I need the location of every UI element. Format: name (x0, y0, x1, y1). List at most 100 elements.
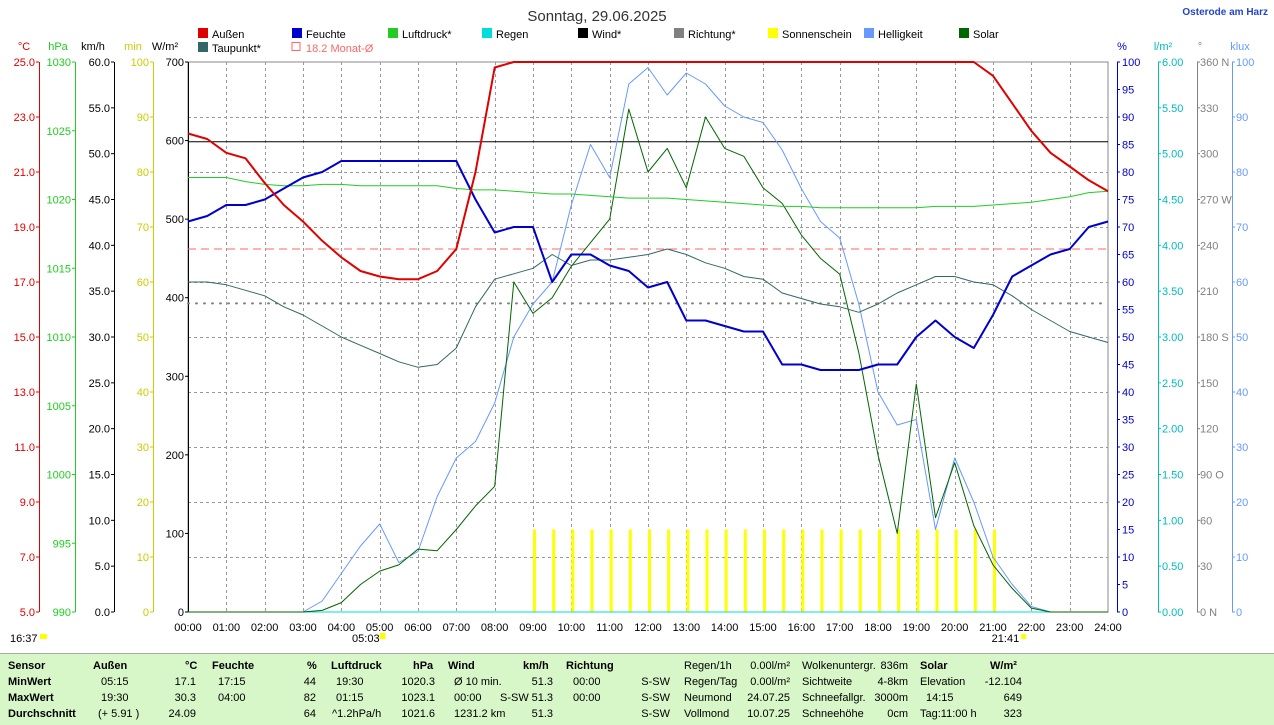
left-axis-tick-label: 30.0 (89, 332, 110, 344)
wolken-l4: Schneehöhe (802, 708, 864, 720)
left-axis-tick-label: 200 (166, 450, 184, 462)
sunshine-bar (782, 529, 786, 612)
right-axis-unit: ° (1198, 41, 1202, 53)
sunshine-bar (897, 529, 901, 612)
right-axis-tick-label: 65 (1122, 250, 1134, 262)
right-axis-tick-label: 90 O (1200, 470, 1224, 482)
right-axis-tick-label: 15 (1122, 525, 1134, 537)
moonrise-time: 16:37 (10, 633, 38, 645)
regen-v1: 0.00l/m² (750, 660, 790, 672)
right-axis-tick-label: 4.00 (1162, 240, 1183, 252)
x-tick-label: 18:00 (864, 622, 892, 634)
left-axis-tick-label: 50 (137, 332, 149, 344)
luftdruck-avg: 1021.6 (401, 708, 435, 720)
x-tick-label: 22:00 (1018, 622, 1046, 634)
right-axis-tick-label: 30 (1236, 442, 1248, 454)
sunshine-bar (820, 529, 824, 612)
aussen-avg: 24.09 (168, 708, 196, 720)
left-axis-tick-label: 1010 (47, 332, 71, 344)
right-axis-tick-label: 80 (1122, 167, 1134, 179)
legend-label: Helligkeit (878, 29, 923, 41)
legend-label: Feuchte (306, 29, 346, 41)
feuchte-unit: % (307, 660, 317, 672)
x-tick-label: 03:00 (289, 622, 317, 634)
chart-title: Sonntag, 29.06.2025 (527, 8, 666, 25)
left-axis-tick-label: 600 (166, 136, 184, 148)
row-label-sensor: Sensor (8, 660, 46, 672)
wind-unit: km/h (523, 660, 549, 672)
wind-header: Wind (448, 660, 475, 672)
left-axis-unit: min (124, 41, 142, 53)
left-axis-tick-label: 1005 (47, 401, 71, 413)
right-axis-tick-label: 20 (1122, 497, 1134, 509)
richtung-r2-time: 00:00 (573, 692, 601, 704)
right-axis-tick-label: 4.50 (1162, 195, 1183, 207)
sunshine-bar (571, 529, 575, 612)
sunshine-bar (533, 529, 536, 612)
solar-l3: 14:15 (926, 692, 954, 704)
x-tick-label: 05:00 (366, 622, 394, 634)
right-axis-tick-label: 30 (1122, 442, 1134, 454)
x-tick-label: 02:00 (251, 622, 279, 634)
left-axis-tick-label: 60 (137, 277, 149, 289)
x-tick-label: 12:00 (634, 622, 662, 634)
luftdruck-min-time: 19:30 (336, 676, 364, 688)
wolken-l2: Sichtweite (802, 676, 853, 688)
aussen-min: 17.1 (174, 676, 196, 688)
feuchte-min: 44 (303, 676, 316, 688)
right-axis-tick-label: 20 (1236, 497, 1248, 509)
sunshine-bar (801, 529, 805, 612)
wind-r2-dir: S-SW (500, 692, 529, 704)
wind-r3-label: 1231.2 km (454, 708, 506, 720)
right-axis-tick-label: 45 (1122, 360, 1134, 372)
left-axis-tick-label: 25.0 (14, 57, 35, 69)
luftdruck-avg-note: ^1.2hPa/h (332, 708, 382, 720)
left-axis-tick-label: 5.0 (20, 607, 35, 619)
right-axis-tick-label: 240 (1200, 240, 1218, 252)
x-tick-label: 04:00 (328, 622, 356, 634)
legend-swatch (959, 28, 969, 38)
wind-r1-label: Ø 10 min. (454, 676, 502, 688)
location-label: Osterode am Harz (1182, 7, 1268, 18)
feuchte-min-time: 17:15 (218, 676, 246, 688)
left-axis-tick-label: 15.0 (14, 332, 35, 344)
solar-v3: 649 (1003, 692, 1022, 704)
right-axis-tick-label: 85 (1122, 140, 1134, 152)
legend-label: Außen (212, 29, 244, 41)
left-axis-tick-label: 17.0 (14, 277, 35, 289)
regen-l4: Vollmond (684, 708, 730, 720)
left-axis-tick-label: 40.0 (89, 240, 110, 252)
left-axes: °C 25.0 23.0 21.0 19.0 17.0 15.0 13.0 11.0 9.0 7.0… (14, 41, 189, 619)
luftdruck-max-time: 01:15 (336, 692, 364, 704)
left-axis-tick-label: 80 (137, 167, 149, 179)
regen-v4: 10.07.25 (747, 708, 790, 720)
left-axis-tick-label: 10 (137, 552, 149, 564)
right-axis-tick-label: 5 (1122, 580, 1128, 592)
legend-swatch (864, 28, 874, 38)
aussen-header: Außen (93, 660, 128, 672)
sunshine-bar (705, 529, 709, 612)
wind-r3: 51.3 (531, 708, 553, 720)
legend-swatch (388, 28, 398, 38)
left-axis-tick-label: 45.0 (89, 195, 110, 207)
legend-label: Wind* (592, 29, 622, 41)
x-tick-label: 06:00 (404, 622, 432, 634)
regen-l2: Regen/Tag (684, 676, 738, 688)
legend-swatch (674, 28, 684, 38)
wolken-v1: 836m (880, 660, 908, 672)
x-tick-label: 11:00 (596, 622, 623, 634)
x-tick-label: 13:00 (673, 622, 701, 634)
left-axis-tick-label: 1015 (47, 263, 71, 275)
luftdruck-max: 1023.1 (401, 692, 435, 704)
sunshine-bar (858, 529, 862, 612)
left-axis-tick-label: 19.0 (14, 222, 35, 234)
row-label-avg: Durchschnitt (8, 708, 76, 720)
left-axis-tick-label: 9.0 (20, 497, 35, 509)
feuchte-header: Feuchte (212, 660, 255, 672)
x-tick-label: 09:00 (519, 622, 547, 634)
left-axis-tick-label: 5.0 (95, 561, 110, 573)
sunshine-bar (954, 529, 958, 612)
sunshine-bar (935, 529, 939, 612)
wind-r2-time: 00:00 (454, 692, 482, 704)
left-axis-tick-label: 70 (137, 222, 149, 234)
